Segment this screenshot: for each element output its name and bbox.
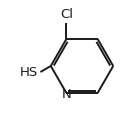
- Text: HS: HS: [20, 66, 38, 78]
- Text: Cl: Cl: [60, 8, 73, 21]
- Text: N: N: [61, 88, 71, 101]
